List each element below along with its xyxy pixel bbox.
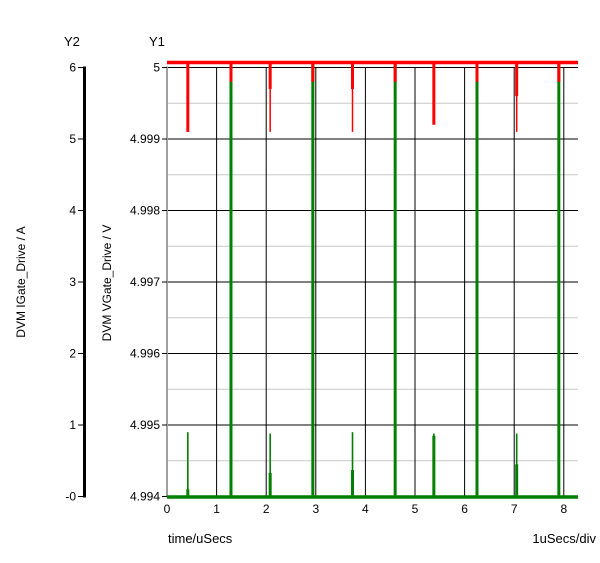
- x-tick-label: 5: [412, 502, 419, 516]
- y2-tick-label: 6: [69, 61, 76, 75]
- y2-tick-label: 5: [69, 132, 76, 146]
- y1-tick-label: 4.997: [130, 275, 160, 289]
- y1-tick-label: 4.999: [130, 132, 160, 146]
- y1-axis-header[interactable]: Y1: [149, 34, 165, 49]
- y1-tick-label: 4.995: [130, 418, 160, 432]
- y2-tick-label: -0: [65, 490, 76, 504]
- x-tick-label: 0: [164, 502, 171, 516]
- x-axis-div-label: 1uSecs/div: [532, 531, 596, 546]
- y2-axis-header[interactable]: Y2: [64, 34, 80, 49]
- y1-tick-label: 5: [153, 61, 160, 75]
- x-tick-label: 3: [312, 502, 319, 516]
- x-tick-label: 7: [511, 502, 518, 516]
- x-tick-label: 1: [213, 502, 220, 516]
- y2-tick-label: 4: [69, 204, 76, 218]
- y1-tick-label: 4.998: [130, 204, 160, 218]
- x-tick-label: 2: [263, 502, 270, 516]
- x-tick-label: 8: [560, 502, 567, 516]
- y2-tick-label: 1: [69, 418, 76, 432]
- y1-tick-label: 4.996: [130, 347, 160, 361]
- x-tick-label: 4: [362, 502, 369, 516]
- x-tick-label: 6: [461, 502, 468, 516]
- y2-tick-label: 2: [69, 347, 76, 361]
- x-axis-label: time/uSecs: [168, 531, 233, 546]
- y1-tick-label: 4.994: [130, 490, 160, 504]
- y2-tick-label: 3: [69, 275, 76, 289]
